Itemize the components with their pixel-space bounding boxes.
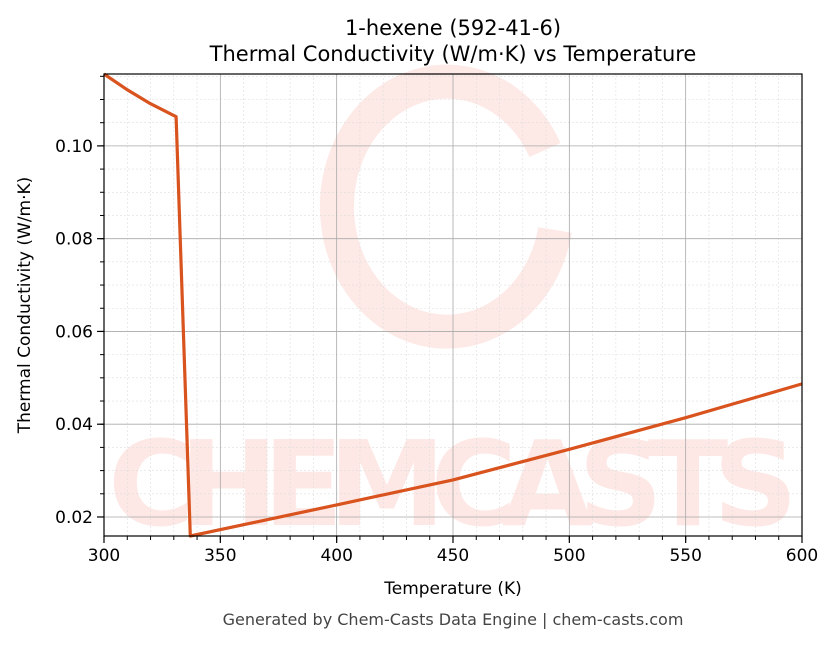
y-axis-label: Thermal Conductivity (W/m·K)	[15, 177, 35, 435]
series-layer	[103, 72, 803, 538]
chart-title: 1-hexene (592-41-6)	[345, 16, 561, 40]
x-axis-label: Temperature (K)	[383, 579, 522, 599]
y-tick-label: 0.04	[55, 415, 93, 435]
series-line	[103, 72, 803, 538]
watermark-ring	[319, 64, 572, 349]
y-tick-label: 0.06	[55, 322, 93, 342]
footer-credit: Generated by Chem-Casts Data Engine | ch…	[223, 610, 684, 629]
x-tick-label: 450	[437, 546, 469, 566]
x-tick-label: 600	[786, 546, 818, 566]
x-tick-label: 350	[204, 546, 236, 566]
chart-subtitle: Thermal Conductivity (W/m·K) vs Temperat…	[209, 42, 697, 66]
x-tick-label: 500	[553, 546, 585, 566]
axis-ticks: 300 350 400 450 500 550 600 0.02 0.04 0.06 0.08 0.1…	[55, 75, 818, 566]
x-tick-label: 400	[320, 546, 352, 566]
y-tick-label: 0.08	[55, 230, 93, 250]
y-tick-label: 0.10	[55, 137, 93, 157]
x-tick-label: 300	[88, 546, 120, 566]
y-tick-label: 0.02	[55, 508, 93, 528]
x-tick-label: 550	[669, 546, 701, 566]
